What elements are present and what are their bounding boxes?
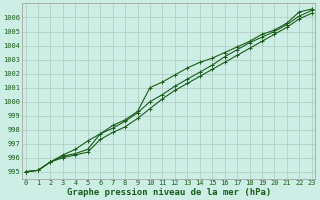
X-axis label: Graphe pression niveau de la mer (hPa): Graphe pression niveau de la mer (hPa) [67, 188, 271, 197]
